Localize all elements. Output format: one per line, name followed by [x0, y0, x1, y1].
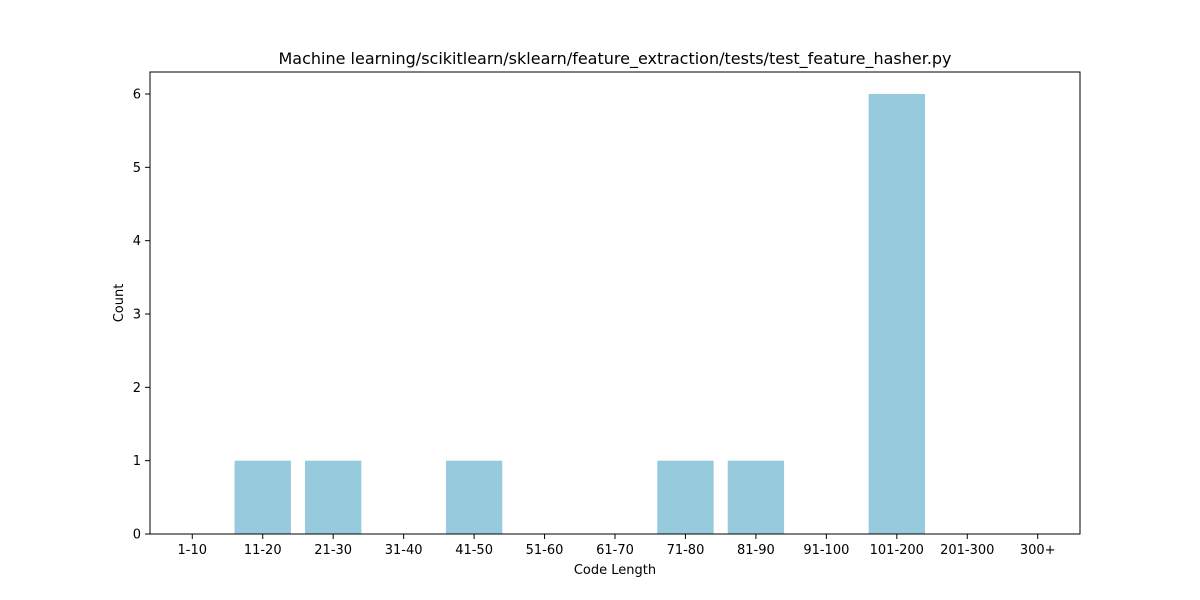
bar-81-90 — [727, 460, 785, 534]
x-tick-label: 41-50 — [455, 543, 493, 558]
x-tick-label: 201-300 — [940, 543, 994, 558]
plot-frame — [149, 71, 1081, 535]
bar-101-200 — [868, 94, 925, 534]
y-tick-label: 3 — [133, 308, 141, 323]
y-tick-label: 1 — [133, 454, 141, 469]
y-tick-label: 4 — [133, 234, 141, 249]
bar-41-50 — [445, 460, 503, 534]
y-tick-label: 5 — [133, 161, 141, 176]
x-tick-label: 91-100 — [803, 543, 849, 558]
x-tick-label: 21-30 — [314, 543, 352, 558]
bar-21-30 — [305, 460, 362, 534]
x-axis-ticks: 1-10 11-20 21-30 31-40 41-50 51-60 61-70 71-80 8… — [178, 534, 1056, 558]
x-tick-label: 1-10 — [178, 543, 208, 558]
bars-layer — [234, 94, 925, 534]
y-axis-title: Count — [112, 284, 127, 323]
bar-11-20 — [234, 460, 291, 534]
x-tick-label: 61-70 — [596, 543, 634, 558]
y-axis-ticks: 0 1 2 3 4 5 6 — [133, 88, 150, 543]
x-tick-label: 81-90 — [737, 543, 775, 558]
bar-71-80 — [657, 460, 714, 534]
x-axis-title: Code Length — [574, 563, 656, 578]
y-tick-label: 6 — [133, 88, 141, 103]
y-tick-label: 0 — [133, 528, 141, 543]
x-tick-label: 11-20 — [244, 543, 282, 558]
x-tick-label: 31-40 — [385, 543, 423, 558]
chart-title: Machine learning/scikitlearn/sklearn/fea… — [278, 49, 951, 69]
x-tick-label: 300+ — [1020, 543, 1056, 558]
x-tick-label: 51-60 — [526, 543, 564, 558]
y-tick-label: 2 — [133, 381, 141, 396]
x-tick-label: 101-200 — [870, 543, 924, 558]
x-tick-label: 71-80 — [667, 543, 705, 558]
